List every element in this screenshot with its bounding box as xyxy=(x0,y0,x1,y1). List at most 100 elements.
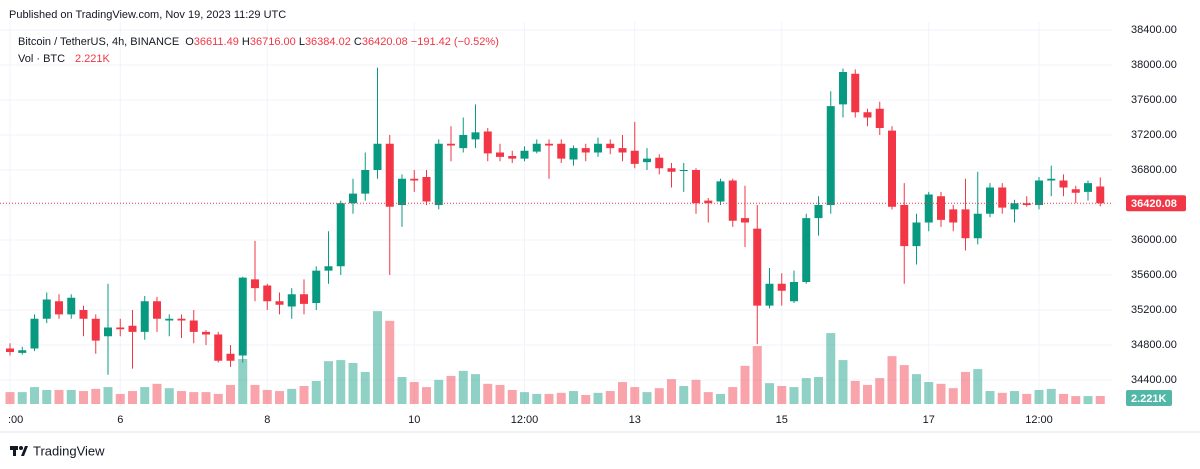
candle-body xyxy=(753,228,762,306)
volume-bar xyxy=(373,311,382,404)
volume-bar xyxy=(544,393,554,404)
volume-bar xyxy=(1046,388,1056,404)
volume-bar xyxy=(54,389,64,404)
ohlc-legend: O36611.49 H36716.00 L36384.02 C36420.08 … xyxy=(185,36,499,48)
candle-body xyxy=(483,131,492,154)
candle-body xyxy=(128,325,137,332)
candle-body xyxy=(863,112,872,118)
candle-body xyxy=(226,353,235,361)
volume-bar xyxy=(434,379,444,404)
candle-body xyxy=(777,283,786,291)
volume-title: Vol · BTC xyxy=(18,53,65,65)
candle-body xyxy=(888,130,896,207)
volume-bar xyxy=(336,360,346,404)
volume-bar xyxy=(30,387,39,404)
candle-body xyxy=(924,194,933,223)
symbol: Bitcoin / TetherUS, 4h, BINANCE xyxy=(18,36,179,48)
price-badge xyxy=(1126,195,1186,212)
candle-body xyxy=(238,277,247,356)
volume-bar xyxy=(801,378,811,404)
candle-body xyxy=(177,318,186,321)
x-tick-label: 12:00 xyxy=(511,414,539,426)
volume-bar xyxy=(140,387,150,404)
candle-body xyxy=(263,285,272,302)
volume-bar xyxy=(630,387,640,404)
volume-bar xyxy=(716,393,725,404)
candle-body xyxy=(1084,183,1092,192)
candle-body xyxy=(1022,203,1031,205)
candle-body xyxy=(361,170,370,194)
x-tick-label: 13 xyxy=(629,414,641,426)
candle-body xyxy=(851,73,860,113)
volume-bar xyxy=(507,389,517,404)
volume-bar xyxy=(324,361,333,404)
x-tick-label: 8 xyxy=(264,414,270,426)
candle-body xyxy=(826,106,835,205)
volume-value: 2.221K xyxy=(75,53,111,65)
candle-body xyxy=(630,150,639,164)
volume-bar xyxy=(409,382,419,404)
candle-body xyxy=(434,143,443,205)
volume-bar xyxy=(924,382,934,404)
candle-body xyxy=(728,180,737,221)
candle-body xyxy=(532,143,541,152)
volume-bar xyxy=(654,388,664,404)
candle-body xyxy=(1071,189,1080,193)
volume-bar xyxy=(948,388,958,404)
volume-bar xyxy=(213,393,223,404)
volume-bar xyxy=(752,346,762,404)
volume-bar xyxy=(961,371,970,404)
volume-bar xyxy=(458,370,468,404)
volume-bar xyxy=(593,392,603,404)
candle-body xyxy=(581,148,590,153)
candle-body xyxy=(91,318,100,341)
volume-bar xyxy=(605,391,615,404)
candle-body xyxy=(336,203,345,267)
volume-badge-label: 2.221K xyxy=(1131,393,1167,405)
candle-body xyxy=(471,132,480,140)
candle-body xyxy=(398,178,406,205)
volume-bar xyxy=(42,389,52,404)
y-tick-label: 38400.00 xyxy=(1131,24,1177,36)
volume-bar xyxy=(422,387,431,404)
volume-bar xyxy=(164,388,174,404)
candle-body xyxy=(949,209,958,223)
volume-bar xyxy=(66,389,76,404)
candle-body xyxy=(765,283,774,306)
candle-body xyxy=(410,178,419,181)
volume-bar xyxy=(79,391,88,404)
candle-body xyxy=(1059,180,1068,188)
volume-bar xyxy=(569,391,578,404)
candle-body xyxy=(6,348,14,352)
candle-body xyxy=(18,350,27,353)
candle-body xyxy=(986,187,994,214)
candle-body xyxy=(937,196,945,220)
close-value: 36420.08 xyxy=(362,36,408,48)
x-tick-label: 17 xyxy=(923,414,935,426)
volume-bar xyxy=(226,384,235,404)
candle-body xyxy=(508,156,517,159)
volume-bar xyxy=(250,384,260,404)
candle-body xyxy=(312,270,321,303)
volume-bar xyxy=(360,371,370,404)
candle-body xyxy=(655,157,664,169)
candle-body xyxy=(67,297,76,315)
volume-bar xyxy=(1083,396,1093,404)
candle-body xyxy=(520,150,529,159)
candle-body xyxy=(214,334,223,361)
candle-body xyxy=(116,327,125,330)
y-tick-label: 35600.00 xyxy=(1131,269,1177,281)
open-value: 36611.49 xyxy=(194,36,239,48)
volume-bar xyxy=(115,393,125,404)
volume-bar xyxy=(973,369,983,404)
volume-bar xyxy=(556,392,566,404)
x-tick-label: 10 xyxy=(408,414,420,426)
candle-body xyxy=(643,158,651,163)
volume-bar xyxy=(789,387,799,404)
candle-body xyxy=(790,282,798,302)
candle-body xyxy=(42,299,51,319)
brand: TradingView xyxy=(33,443,105,458)
candle-body xyxy=(606,143,615,149)
volume-bar xyxy=(483,383,493,404)
